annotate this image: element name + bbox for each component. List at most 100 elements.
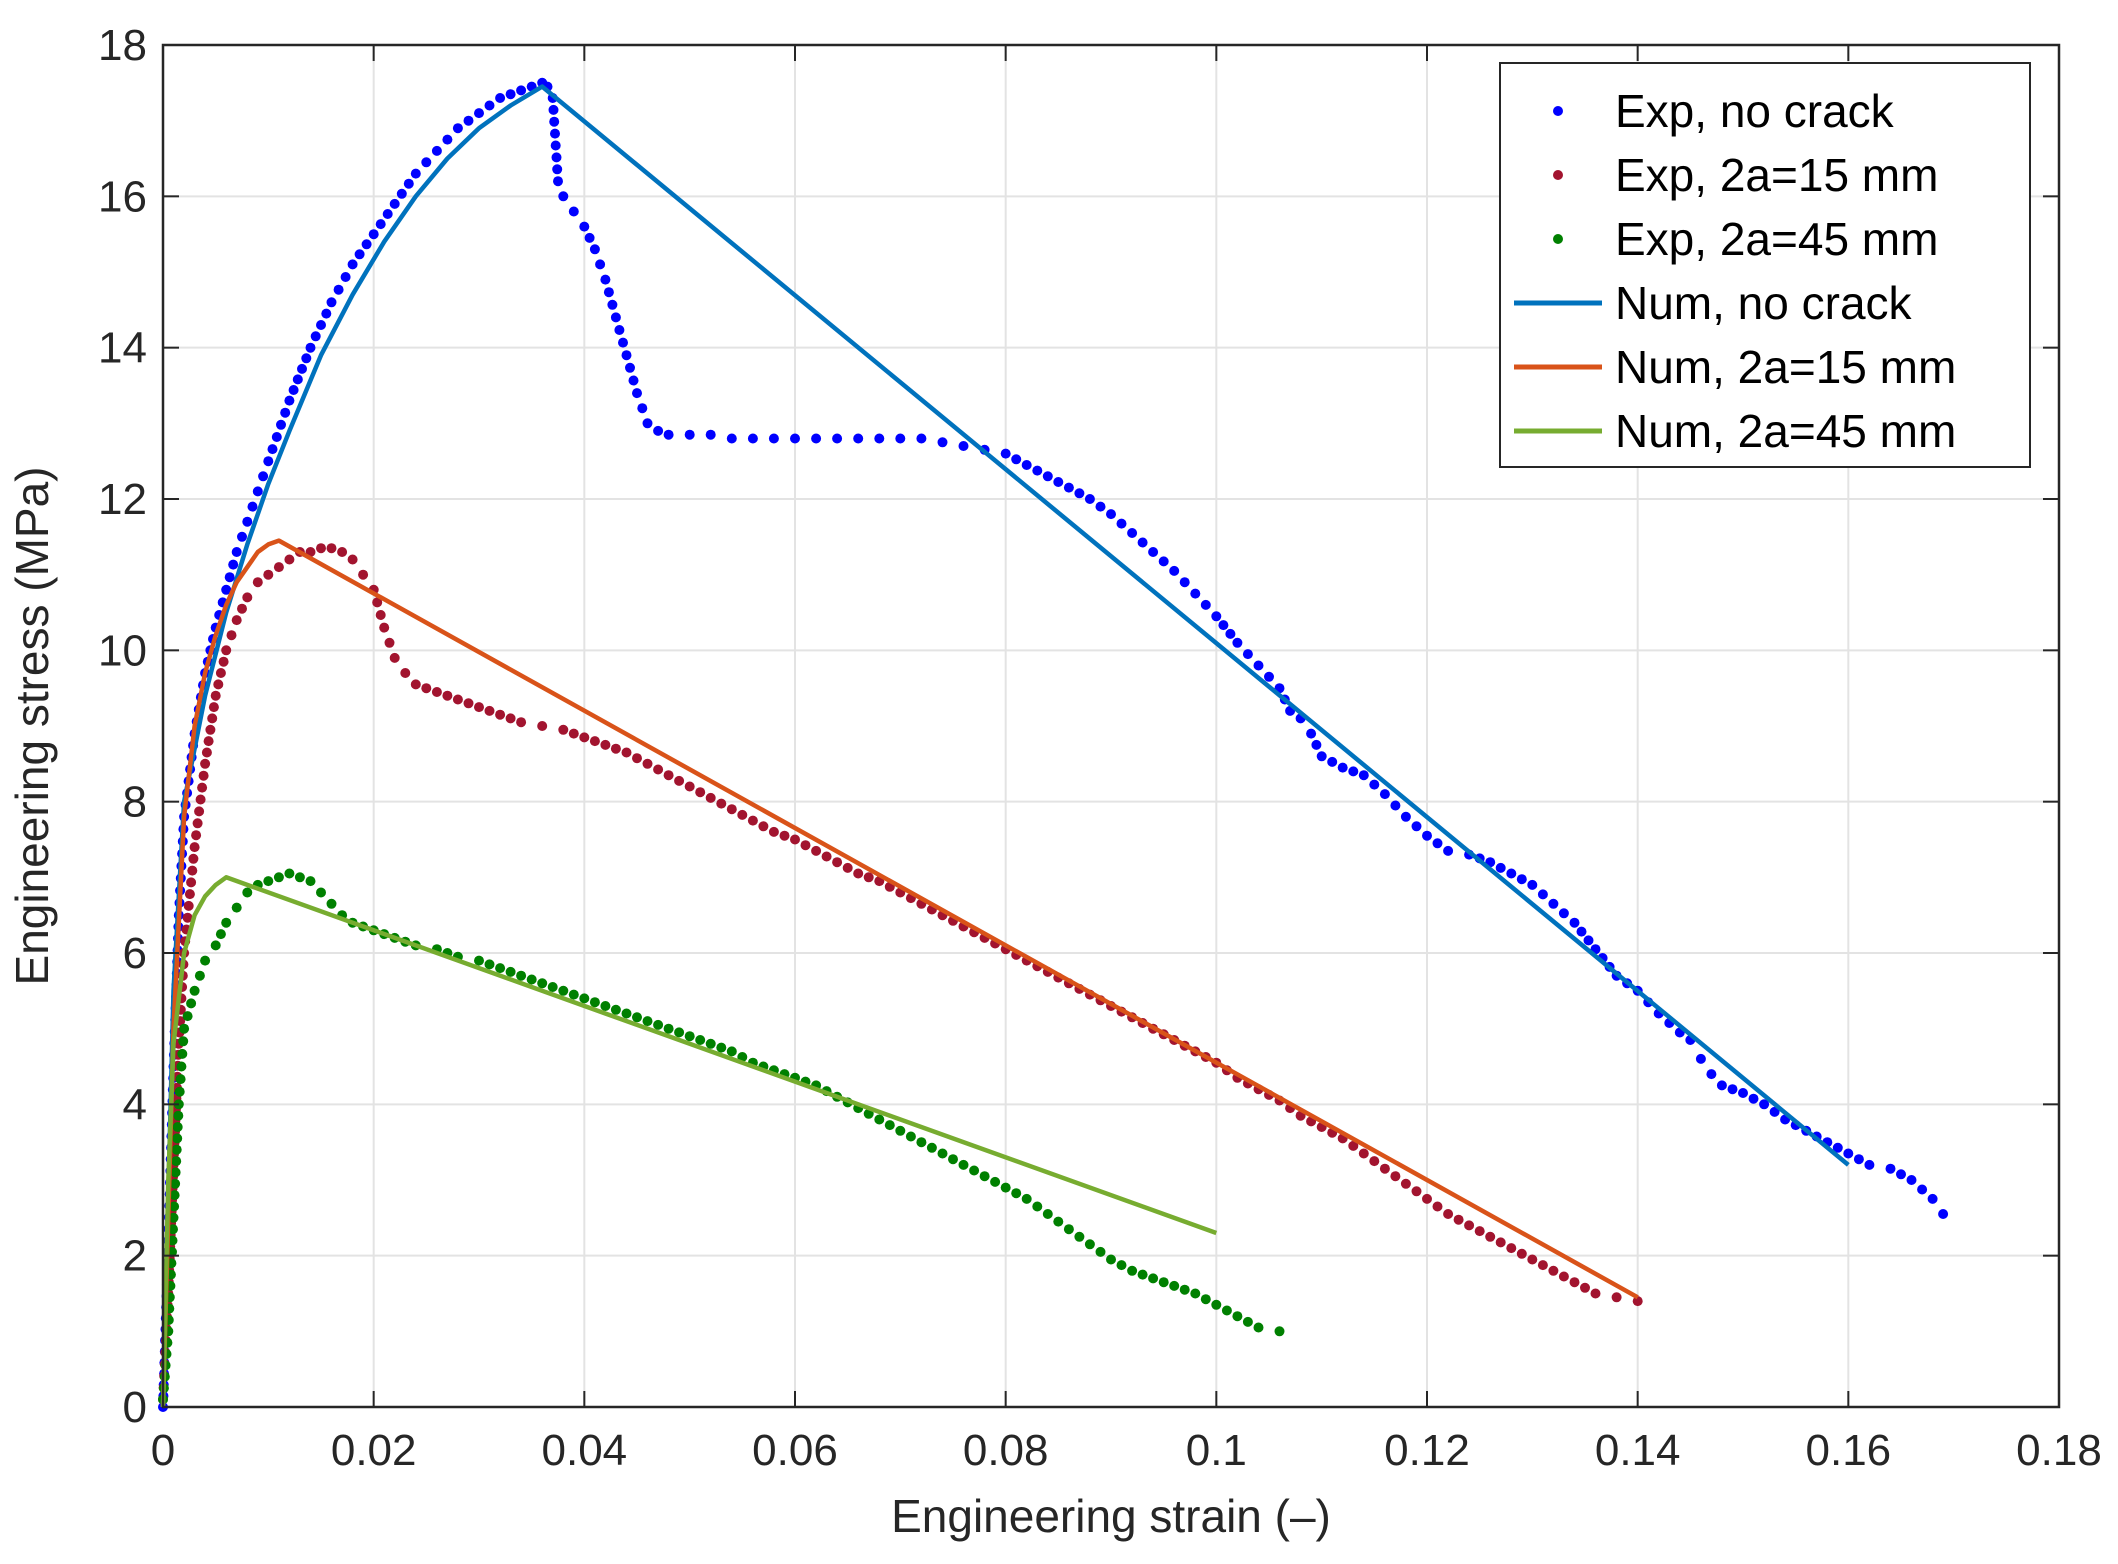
data-point — [1464, 1220, 1475, 1231]
data-point — [695, 1035, 706, 1045]
data-point — [937, 1148, 948, 1159]
data-point — [1358, 1148, 1369, 1159]
data-point — [326, 898, 337, 909]
data-point — [1927, 1193, 1938, 1204]
data-point — [174, 1086, 185, 1097]
data-point — [926, 1142, 937, 1153]
data-point — [1011, 1188, 1022, 1199]
data-point — [410, 679, 421, 690]
data-point — [340, 272, 351, 282]
data-point — [1411, 821, 1422, 832]
data-point — [832, 433, 843, 444]
data-point — [484, 705, 495, 716]
data-point — [747, 815, 758, 826]
data-point — [537, 721, 548, 731]
data-point — [628, 375, 639, 386]
data-point — [1400, 1178, 1411, 1189]
data-point — [167, 1235, 178, 1246]
legend-swatch — [1553, 234, 1563, 244]
data-point — [663, 770, 674, 781]
data-point — [1074, 488, 1085, 499]
data-point — [1727, 1084, 1738, 1095]
data-point — [1474, 1226, 1485, 1237]
data-point — [1179, 577, 1190, 588]
data-point — [579, 221, 590, 232]
data-point — [1759, 1099, 1770, 1110]
data-point — [200, 758, 211, 769]
data-point — [1527, 1254, 1538, 1265]
data-point — [621, 350, 632, 361]
data-point — [1316, 751, 1327, 762]
data-point — [1569, 1277, 1580, 1288]
y-tick-label: 2 — [123, 1232, 147, 1281]
data-point — [505, 713, 516, 724]
data-point — [884, 1120, 895, 1131]
data-point — [354, 249, 365, 260]
data-point — [247, 501, 258, 512]
data-point — [589, 736, 600, 747]
data-point — [1190, 1288, 1201, 1299]
data-point — [726, 804, 737, 815]
data-point — [874, 433, 885, 444]
data-point — [1053, 477, 1064, 487]
data-point — [553, 176, 563, 187]
data-point — [1042, 471, 1053, 482]
legend-label: Num, 2a=15 mm — [1615, 341, 1956, 393]
data-point — [1422, 1193, 1432, 1204]
data-point — [1306, 728, 1317, 739]
data-point — [526, 974, 537, 985]
series-5 — [160, 538, 1639, 1408]
data-point — [1769, 1106, 1780, 1117]
data-point — [1225, 628, 1236, 639]
data-point — [172, 1122, 183, 1132]
legend: Exp, no crack Exp, 2a=15 mm Exp, 2a=45 mm N… — [1499, 62, 2031, 468]
data-point — [182, 912, 193, 923]
data-point — [184, 889, 195, 900]
data-point — [1190, 588, 1201, 599]
x-tick-label: 0.14 — [1595, 1426, 1681, 1475]
data-point — [568, 728, 579, 739]
data-point — [301, 353, 312, 364]
data-point — [853, 868, 864, 879]
data-point — [305, 342, 316, 353]
y-tick-label: 0 — [123, 1383, 147, 1432]
data-point — [188, 853, 199, 864]
data-point — [1558, 908, 1569, 919]
data-point — [1379, 789, 1390, 800]
data-point — [242, 887, 253, 898]
data-point — [198, 770, 209, 781]
data-point — [170, 1167, 181, 1178]
data-point — [316, 543, 326, 554]
data-point — [1053, 1216, 1064, 1227]
data-point — [410, 168, 421, 179]
y-tick-label: 8 — [123, 778, 147, 827]
data-point — [1432, 1201, 1443, 1212]
data-point — [191, 830, 202, 841]
data-point — [1000, 1182, 1011, 1193]
data-point — [1843, 1148, 1854, 1159]
data-point — [463, 115, 474, 126]
data-point — [1095, 1246, 1106, 1257]
data-point — [210, 690, 221, 701]
data-point — [242, 516, 253, 527]
data-point — [716, 798, 727, 809]
data-point — [175, 1074, 186, 1085]
data-point — [474, 702, 484, 713]
data-point — [221, 917, 232, 928]
data-point — [684, 781, 695, 792]
data-point — [168, 1224, 178, 1235]
data-point — [258, 471, 269, 482]
data-point — [208, 702, 219, 713]
data-point — [568, 989, 579, 1000]
data-point — [1400, 811, 1411, 822]
data-point — [389, 652, 400, 663]
series-6 — [160, 875, 1218, 1408]
data-point — [231, 902, 242, 913]
data-point — [194, 970, 205, 981]
data-point — [1432, 838, 1443, 849]
data-point — [284, 868, 295, 879]
data-point — [201, 747, 212, 758]
data-point — [1242, 1316, 1253, 1327]
data-point — [1200, 1294, 1211, 1305]
